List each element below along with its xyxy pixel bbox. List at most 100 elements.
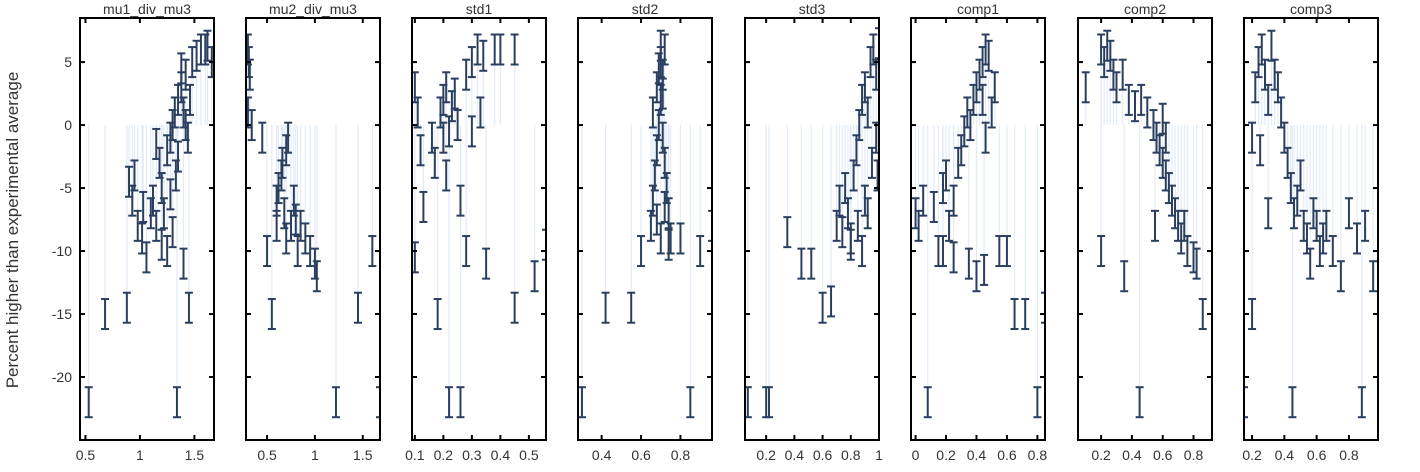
- bar: [747, 125, 749, 403]
- error-bar: [439, 121, 448, 154]
- bar: [945, 125, 947, 176]
- error-bar: [676, 222, 685, 255]
- bar: [247, 49, 249, 126]
- bar: [853, 125, 855, 176]
- error-bar: [797, 247, 806, 280]
- x-tick-label: 0.2: [434, 447, 454, 463]
- bar: [810, 125, 812, 264]
- error-bar: [914, 209, 923, 242]
- bar: [1085, 87, 1087, 126]
- error-bar: [964, 247, 973, 280]
- bar: [975, 87, 978, 126]
- x-tick-label: 0.8: [1184, 447, 1204, 463]
- x-tick-label: 0.8: [671, 447, 691, 463]
- panel-plot-area: [412, 33, 546, 419]
- bar: [281, 125, 283, 163]
- bar: [309, 125, 311, 252]
- x-tick-label: 0.8: [1028, 447, 1048, 463]
- bar: [131, 125, 133, 201]
- bar: [88, 125, 90, 403]
- error-bar: [578, 386, 586, 419]
- x-tick-label: 1.5: [185, 447, 205, 463]
- bar: [640, 125, 642, 252]
- bar: [314, 125, 316, 264]
- error-bar: [637, 235, 646, 268]
- y-axis-label: Percent higher than experimental average: [3, 72, 22, 389]
- panel-comp1: 0 0.2 0.4 0.6 0.8 comp1: [910, 1, 1048, 463]
- y-tick-label: -10: [52, 243, 72, 259]
- error-bar: [530, 260, 539, 293]
- x-tick-label: 0.4: [1275, 447, 1295, 463]
- bar: [211, 62, 213, 126]
- error-bar: [456, 386, 465, 419]
- bar: [876, 125, 879, 176]
- panel-plot-area: [84, 29, 214, 419]
- error-bar: [835, 184, 844, 217]
- panel-frame: [744, 17, 880, 441]
- error-bar: [875, 27, 879, 60]
- x-tick-label: 0.2: [1091, 447, 1111, 463]
- bar: [434, 125, 436, 163]
- error-bar: [462, 58, 471, 91]
- error-bar: [995, 235, 1004, 268]
- error-bar: [938, 235, 947, 268]
- x-tick-label: 0.8: [1339, 447, 1359, 463]
- bar: [1348, 125, 1350, 214]
- error-bar: [981, 121, 990, 154]
- error-bar: [972, 260, 981, 293]
- bar: [679, 125, 682, 239]
- bar: [650, 125, 652, 226]
- bar: [169, 125, 172, 195]
- panel-frame: [1243, 17, 1379, 441]
- bar: [204, 49, 206, 126]
- error-bar: [157, 172, 166, 205]
- error-bar: [496, 33, 505, 66]
- error-bar: [783, 216, 792, 249]
- panel-comp2: 0.2 0.4 0.6 0.8 comp2: [1077, 1, 1213, 463]
- bar: [1309, 125, 1311, 264]
- x-tick-label: 0.6: [997, 447, 1017, 463]
- error-bar: [183, 121, 192, 154]
- bar: [1115, 87, 1118, 126]
- error-bar: [664, 228, 673, 261]
- error-bar: [181, 58, 190, 91]
- bar: [295, 125, 297, 220]
- bar: [994, 87, 996, 126]
- bar: [918, 125, 920, 226]
- bar: [195, 55, 198, 126]
- error-bar: [853, 209, 862, 242]
- panel-comp3: 0.2 0.4 0.6 0.8 comp3: [1242, 1, 1379, 463]
- error-bar: [863, 96, 872, 129]
- panel-plot-area: [745, 27, 879, 419]
- bar: [155, 125, 157, 226]
- error-bar: [267, 298, 276, 331]
- error-bar: [1151, 209, 1160, 242]
- error-bar: [1248, 298, 1257, 331]
- error-bar: [1143, 96, 1152, 129]
- bar: [1372, 125, 1374, 277]
- y-tick-label: 0: [64, 117, 72, 133]
- bar: [150, 125, 152, 214]
- error-bar: [413, 96, 422, 129]
- error-bar: [510, 291, 519, 324]
- error-bar: [177, 52, 186, 85]
- error-bar: [445, 386, 454, 419]
- error-bar: [929, 190, 938, 223]
- error-bar: [184, 291, 193, 324]
- error-bar: [467, 115, 476, 148]
- error-bar: [708, 209, 712, 242]
- error-bar: [1336, 260, 1345, 293]
- error-bar: [1021, 298, 1030, 331]
- panel-title: mu2_div_mu3: [269, 1, 357, 17]
- error-bar: [376, 386, 380, 419]
- bar: [141, 125, 143, 239]
- error-bar: [1097, 235, 1106, 268]
- x-tick-label: 0.5: [76, 447, 96, 463]
- bar: [283, 125, 285, 214]
- bar: [664, 49, 666, 126]
- bar: [514, 49, 516, 126]
- error-bar: [1130, 90, 1139, 123]
- error-bar: [978, 83, 987, 116]
- bar: [1264, 74, 1266, 126]
- bar: [293, 125, 295, 201]
